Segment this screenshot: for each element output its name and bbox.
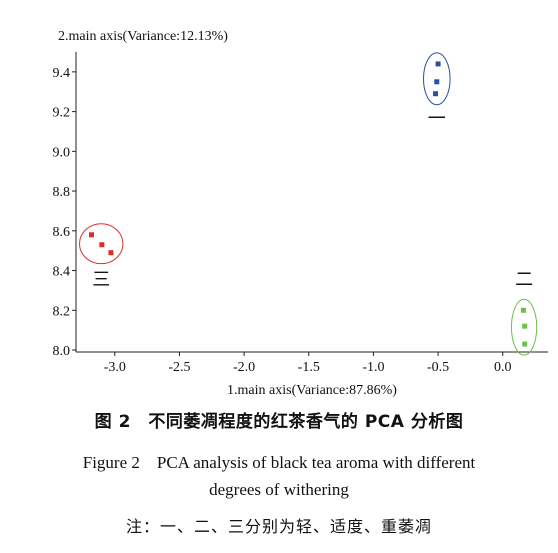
y-tick-label: 9.4 <box>53 66 71 81</box>
group-cluster: 三 <box>79 223 124 291</box>
data-point <box>520 307 526 313</box>
group-cluster: 一 <box>422 52 451 130</box>
group-label: 二 <box>515 269 533 290</box>
x-tick-label: -1.5 <box>298 360 320 375</box>
confidence-ellipse <box>422 52 451 106</box>
data-point <box>432 91 438 97</box>
y-tick-label: 9.0 <box>53 145 71 160</box>
confidence-ellipse <box>79 223 124 265</box>
y-tick-label: 8.4 <box>53 265 71 280</box>
confidence-ellipse <box>510 298 538 356</box>
x-tick-label: 0.0 <box>494 360 512 375</box>
figure-caption-chinese: 图 2 不同萎凋程度的红茶香气的 PCA 分析图 <box>94 412 464 432</box>
y-tick-label: 8.8 <box>53 185 71 200</box>
x-axis-title: 1.main axis(Variance:87.86%) <box>227 383 397 398</box>
data-point <box>522 323 528 329</box>
data-point <box>89 232 95 238</box>
data-point <box>522 341 528 347</box>
x-tick-label: -3.0 <box>104 360 126 375</box>
data-point <box>435 61 441 67</box>
pca-scatter-chart: -3.0 -2.5 -2.0 -1.5 -1.0 -0.5 0.0 8.0 8.2 8.4 8.6 8… <box>53 29 548 398</box>
y-tick-label: 8.6 <box>53 225 71 240</box>
y-tick-label: 8.0 <box>53 344 71 359</box>
y-tick-label: 8.2 <box>53 304 71 319</box>
group-label: 一 <box>428 109 446 130</box>
data-point <box>434 79 440 85</box>
data-point <box>108 250 114 256</box>
y-axis-title: 2.main axis(Variance:12.13%) <box>58 29 228 44</box>
figure-caption-english-line2: degrees of withering <box>209 480 349 499</box>
data-point <box>99 242 105 248</box>
x-tick-label: -2.5 <box>168 360 190 375</box>
x-tick-label: -1.0 <box>362 360 384 375</box>
x-tick-label: -0.5 <box>427 360 449 375</box>
figure-caption-english-line1: Figure 2 PCA analysis of black tea aroma… <box>82 453 476 472</box>
group-label: 三 <box>92 270 110 291</box>
x-tick-label: -2.0 <box>233 360 255 375</box>
group-cluster: 二 <box>510 269 538 356</box>
figure-note: 注：一、二、三分别为轻、适度、重萎凋 <box>125 517 432 536</box>
y-tick-label: 9.2 <box>53 106 71 121</box>
